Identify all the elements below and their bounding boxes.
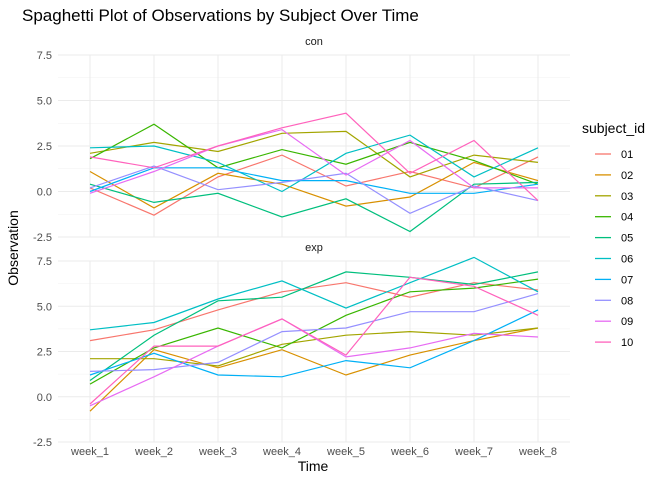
legend-label: 01 — [621, 149, 633, 161]
series-line-con-07 — [89, 167, 539, 194]
x-tick-label: week_6 — [390, 446, 429, 458]
series-line-exp-04 — [89, 278, 539, 385]
legend-label: 02 — [621, 170, 633, 182]
legend-item-05: 05 — [595, 233, 633, 245]
panel-exp: exp -2.5 0.0 2.5 5.0 7.5 — [33, 242, 570, 449]
legend-label: 05 — [621, 233, 633, 245]
y-tick-label: 0.0 — [37, 392, 52, 404]
x-tick-label: week_1 — [70, 446, 109, 458]
series-line-exp-10 — [89, 276, 539, 405]
series-line-con-02 — [89, 161, 539, 209]
y-tick-label: -2.5 — [33, 437, 52, 449]
y-tick-label: 7.5 — [37, 50, 52, 62]
series-line-exp-07 — [89, 309, 539, 378]
series-line-exp-08 — [89, 293, 539, 372]
series-line-con-05 — [89, 181, 539, 233]
legend-label: 10 — [621, 337, 633, 349]
series-line-exp-06 — [89, 256, 539, 331]
legend-item-06: 06 — [595, 254, 633, 266]
x-axis-title: Time — [298, 458, 329, 474]
panel-con: con -2.5 0.0 2.5 5.0 7.5 — [33, 36, 570, 244]
x-tick-label: week_7 — [454, 446, 493, 458]
legend-item-10: 10 — [595, 337, 633, 349]
y-tick-label: 7.5 — [37, 256, 52, 268]
legend-item-07: 07 — [595, 274, 633, 286]
legend-item-04: 04 — [595, 212, 633, 224]
x-tick-label: week_5 — [326, 446, 365, 458]
panel-strip-label: con — [305, 36, 323, 48]
series-line-exp-09 — [89, 318, 539, 407]
chart-title: Spaghetti Plot of Observations by Subjec… — [22, 6, 419, 25]
series-line-con-09 — [89, 128, 538, 194]
y-tick-label: 2.5 — [37, 141, 52, 153]
legend-item-08: 08 — [595, 295, 633, 307]
series-line-con-10 — [89, 112, 539, 202]
y-axis-title: Observation — [5, 210, 21, 285]
series-line-con-08 — [89, 165, 539, 214]
x-tick-label: week_4 — [262, 446, 301, 458]
legend-item-03: 03 — [595, 191, 633, 203]
legend-label: 08 — [621, 295, 633, 307]
legend-item-01: 01 — [595, 149, 633, 161]
legend-item-02: 02 — [595, 170, 633, 182]
y-tick-label: 5.0 — [37, 301, 52, 313]
legend-label: 06 — [621, 254, 633, 266]
x-axis: week_1 week_2 week_3 week_4 week_5 week_6 week… — [70, 446, 557, 458]
y-tick-label: -2.5 — [33, 232, 52, 244]
series-line-con-06 — [89, 134, 539, 193]
legend-item-09: 09 — [595, 316, 633, 328]
x-tick-label: week_3 — [198, 446, 237, 458]
legend-label: 09 — [621, 316, 633, 328]
legend-title: subject_id — [582, 120, 645, 136]
series-line-con-03 — [89, 130, 539, 178]
legend: subject_id 01 02 03 04 05 06 07 08 09 10 — [582, 120, 645, 349]
y-tick-label: 5.0 — [37, 96, 52, 108]
facet-panels: con -2.5 0.0 2.5 5.0 7.5 exp -2.5 0.0 2.5 5.0 7.5 — [33, 36, 570, 449]
series-line-exp-02 — [89, 327, 539, 412]
series-line-exp-05 — [89, 271, 539, 381]
x-tick-label: week_8 — [518, 446, 557, 458]
legend-label: 04 — [621, 212, 633, 224]
series-line-con-04 — [89, 123, 539, 185]
series-line-con-01 — [89, 154, 539, 216]
legend-label: 03 — [621, 191, 633, 203]
x-tick-label: week_2 — [134, 446, 173, 458]
panel-strip-label: exp — [305, 242, 323, 254]
y-tick-label: 0.0 — [37, 187, 52, 199]
legend-label: 07 — [621, 274, 633, 286]
series-line-exp-03 — [90, 327, 539, 367]
y-tick-label: 2.5 — [37, 347, 52, 359]
